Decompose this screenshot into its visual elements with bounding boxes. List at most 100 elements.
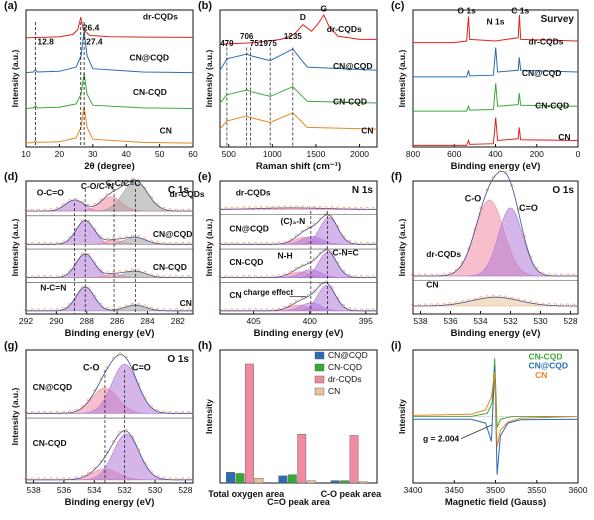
data-point bbox=[174, 308, 178, 312]
x-tick-label: 534 bbox=[87, 485, 101, 495]
data-point bbox=[342, 206, 346, 210]
data-point bbox=[442, 273, 446, 277]
data-point bbox=[336, 206, 340, 210]
data-point bbox=[247, 241, 251, 245]
series-label: CN-CQD bbox=[333, 97, 367, 107]
data-point bbox=[242, 206, 246, 210]
data-point bbox=[149, 273, 153, 277]
data-point bbox=[112, 188, 116, 192]
bar bbox=[235, 473, 245, 484]
data-point bbox=[295, 234, 298, 238]
data-point bbox=[247, 206, 251, 210]
data-point bbox=[218, 206, 222, 210]
data-point bbox=[118, 185, 122, 189]
data-point bbox=[187, 275, 191, 279]
data-point bbox=[99, 459, 103, 463]
data-point bbox=[112, 356, 116, 360]
x-axis-label: Binding energy (eV) bbox=[451, 161, 541, 172]
data-point bbox=[359, 308, 363, 312]
y-axis-label: Intensity (a.u.) bbox=[397, 219, 407, 277]
data-point bbox=[174, 275, 178, 279]
series-label: dr-CQDs bbox=[529, 36, 564, 46]
data-point bbox=[112, 439, 116, 443]
data-point bbox=[168, 275, 172, 279]
data-point bbox=[535, 267, 539, 270]
data-point bbox=[461, 300, 464, 304]
series-label: CN-CQD bbox=[153, 262, 187, 272]
panel-label: (c) bbox=[391, 0, 405, 12]
panel-label: (b) bbox=[198, 0, 212, 12]
data-point bbox=[371, 308, 375, 312]
y-axis-label: Intensity bbox=[204, 399, 214, 434]
data-point bbox=[253, 275, 257, 279]
annotation: C 1s bbox=[511, 5, 529, 15]
data-point bbox=[312, 257, 316, 261]
data-point bbox=[187, 241, 191, 245]
data-point bbox=[131, 177, 134, 181]
data-point bbox=[359, 206, 363, 210]
data-point bbox=[411, 303, 415, 307]
data-point bbox=[230, 308, 234, 312]
data-point bbox=[535, 301, 539, 305]
data-point bbox=[105, 237, 109, 241]
data-point bbox=[156, 274, 159, 278]
data-point bbox=[336, 296, 340, 300]
annotation: 26.4 bbox=[83, 23, 100, 33]
x-tick-label: 30 bbox=[88, 149, 98, 159]
annotation: (C)₃-N bbox=[281, 216, 306, 226]
annotation: 479 bbox=[220, 39, 234, 48]
data-point bbox=[105, 307, 109, 310]
data-point bbox=[137, 179, 141, 183]
data-point bbox=[30, 208, 34, 212]
annotation: 12.8 bbox=[37, 36, 54, 46]
data-point bbox=[359, 275, 363, 279]
data-point bbox=[353, 206, 357, 210]
series-line bbox=[219, 13, 377, 45]
data-point bbox=[30, 275, 34, 279]
envelope-line bbox=[220, 282, 377, 312]
data-point bbox=[124, 304, 128, 308]
envelope-line bbox=[26, 220, 193, 245]
data-point bbox=[105, 450, 109, 454]
envelope-line bbox=[413, 296, 578, 307]
series-label: CN-CQD bbox=[535, 101, 569, 111]
data-point bbox=[318, 283, 322, 286]
data-point bbox=[68, 198, 72, 202]
data-point bbox=[295, 266, 298, 270]
annotation: C=O bbox=[132, 363, 151, 373]
bar bbox=[330, 480, 340, 484]
data-point bbox=[365, 206, 369, 210]
x-axis-label: Raman shift (cm⁻¹) bbox=[256, 161, 341, 172]
data-point bbox=[553, 303, 557, 307]
envelope-line bbox=[26, 253, 193, 278]
peak-area bbox=[219, 269, 378, 278]
data-point bbox=[417, 303, 421, 307]
data-point bbox=[473, 227, 477, 231]
data-point bbox=[516, 298, 520, 301]
data-point bbox=[118, 306, 122, 310]
data-point bbox=[99, 235, 103, 239]
data-point bbox=[156, 307, 159, 311]
annotation: C=O bbox=[519, 203, 538, 213]
x-tick-label: 10 bbox=[21, 149, 31, 159]
y-axis-label: Intensity (a.u.) bbox=[10, 388, 20, 446]
data-point bbox=[49, 477, 53, 481]
data-point bbox=[80, 474, 84, 478]
series-label: CN-CQD bbox=[33, 438, 67, 448]
data-point bbox=[259, 206, 263, 209]
data-point bbox=[277, 241, 281, 245]
series-line bbox=[413, 14, 579, 44]
data-point bbox=[55, 477, 59, 481]
data-point bbox=[253, 308, 257, 312]
data-point bbox=[547, 273, 551, 277]
data-point bbox=[74, 476, 78, 480]
x-tick-label: 532 bbox=[503, 316, 517, 326]
x-tick-label: 288 bbox=[80, 316, 94, 326]
data-point bbox=[300, 296, 304, 300]
legend-label: CN bbox=[328, 386, 340, 396]
data-point bbox=[156, 203, 159, 206]
data-point bbox=[289, 238, 293, 242]
data-point bbox=[162, 476, 166, 480]
data-point bbox=[62, 410, 66, 414]
x-tick-label: 538 bbox=[26, 485, 40, 495]
